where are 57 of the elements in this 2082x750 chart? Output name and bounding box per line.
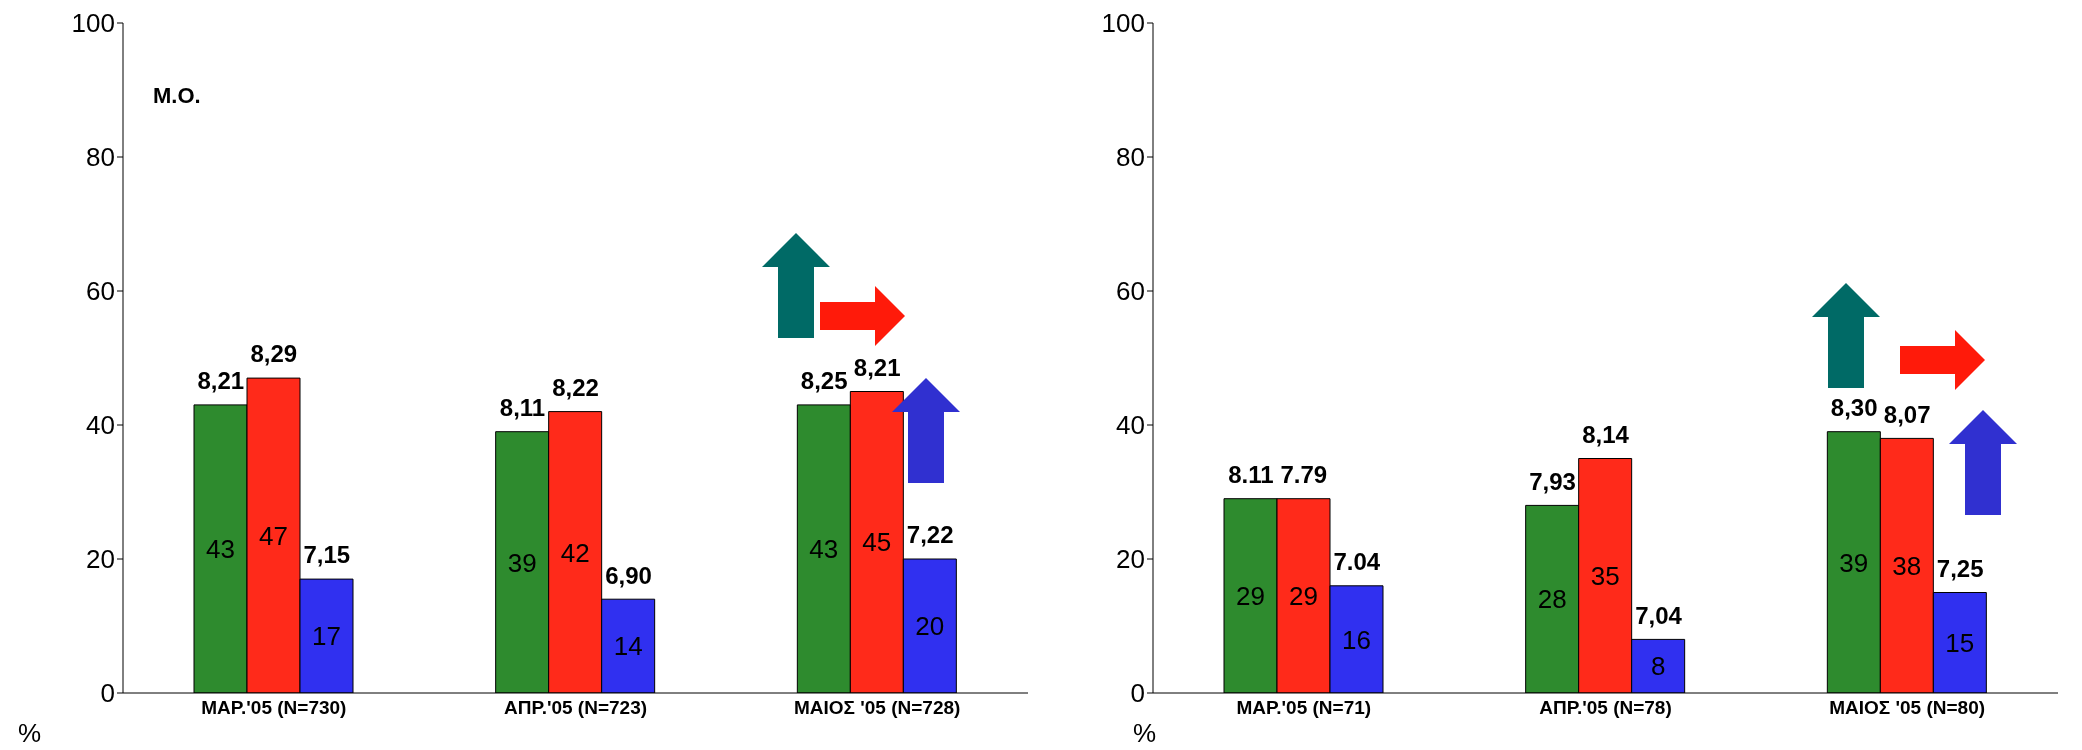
y-tick-label: 100 [1101, 8, 1145, 39]
y-tick-label: 60 [86, 276, 115, 307]
data-label: 39 [1839, 547, 1869, 578]
data-label: 38 [1892, 550, 1922, 581]
annotation: 7.04 [1333, 548, 1381, 576]
annotation: 7,25 [1936, 554, 1984, 582]
data-label: 20 [915, 611, 945, 642]
data-label: 29 [1236, 581, 1265, 612]
annotation: 7,93 [1529, 467, 1576, 495]
annotation: 7,22 [906, 521, 954, 549]
data-label: 47 [259, 520, 288, 551]
y-tick-label: 40 [1116, 410, 1145, 441]
y-tick-label: 0 [1130, 678, 1145, 709]
annotation: 8,21 [197, 367, 245, 395]
y-axis-title: % [18, 718, 42, 749]
annotation: Μ.Ο. [153, 83, 201, 109]
annotation: 8,25 [800, 367, 848, 395]
data-label: 28 [1537, 584, 1567, 615]
data-label: 17 [312, 621, 341, 652]
annotation: 7,04 [1635, 601, 1683, 629]
y-tick-label: 60 [1116, 276, 1145, 307]
data-label: 39 [507, 547, 537, 578]
annotation: 8.11 [1228, 461, 1274, 489]
data-label: 8 [1650, 651, 1666, 682]
x-tick-label: ΑΠΡ.'05 (Ν=78) [1539, 697, 1672, 719]
annotation: 8,21 [853, 353, 901, 381]
x-tick-label: ΜΑΙΟΣ '05 (Ν=728) [793, 697, 961, 719]
annotation: 7,15 [303, 541, 351, 569]
data-label: 45 [862, 527, 892, 558]
x-tick-label: ΜΑΡ.'05 (Ν=730) [201, 697, 347, 719]
y-tick-label: 80 [1116, 142, 1145, 173]
annotation: 7.79 [1280, 461, 1328, 489]
y-tick-label: 40 [86, 410, 115, 441]
annotation: 8,22 [552, 373, 599, 401]
data-label: 29 [1289, 581, 1318, 612]
annotation: 6,90 [605, 561, 652, 589]
y-axis-title: % [1133, 718, 1157, 749]
data-label: 16 [1342, 624, 1371, 655]
y-tick-label: 20 [1116, 544, 1145, 575]
data-label: 42 [560, 537, 590, 568]
annotation: 8,30 [1830, 394, 1878, 422]
annotation: 8,07 [1883, 400, 1931, 428]
annotation: 8,11 [499, 394, 546, 422]
annotation: 8,14 [1582, 420, 1630, 448]
data-label: 43 [809, 534, 839, 565]
data-label: 14 [613, 631, 643, 662]
y-tick-label: 100 [71, 8, 115, 39]
annotation: 8,29 [250, 340, 298, 368]
x-tick-label: ΑΠΡ.'05 (Ν=723) [503, 697, 648, 719]
data-label: 43 [206, 534, 235, 565]
x-tick-label: ΜΑΙΟΣ '05 (Ν=80) [1829, 697, 1986, 719]
x-tick-label: ΜΑΡ.'05 (Ν=71) [1236, 697, 1372, 719]
y-tick-label: 80 [86, 142, 115, 173]
y-tick-label: 0 [100, 678, 115, 709]
data-label: 15 [1945, 627, 1975, 658]
y-tick-label: 20 [86, 544, 115, 575]
data-label: 35 [1590, 560, 1620, 591]
